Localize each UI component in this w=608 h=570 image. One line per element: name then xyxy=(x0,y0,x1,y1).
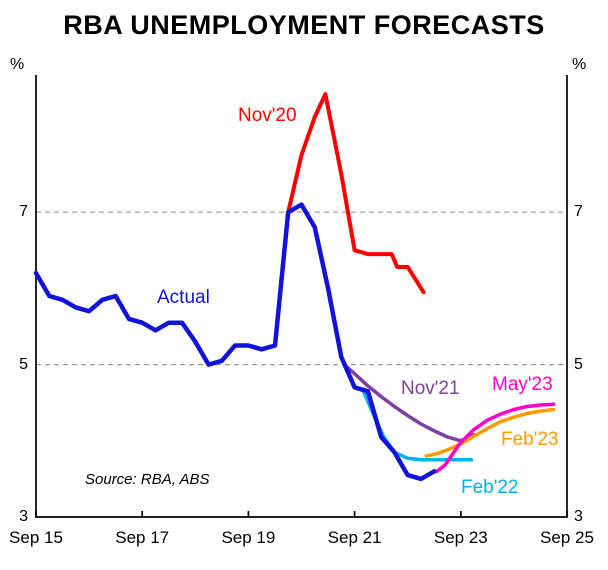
chart-title: RBA UNEMPLOYMENT FORECASTS xyxy=(63,10,545,40)
y-tick-label-left-7: 7 xyxy=(19,203,28,221)
series-label-feb-22: Feb'22 xyxy=(461,477,519,498)
series-line-actual xyxy=(33,202,437,482)
y-tick-label-right-5: 5 xyxy=(574,355,583,373)
series-label-actual: Actual xyxy=(157,287,210,308)
series-line-forecast-nov-21 xyxy=(342,362,476,443)
y-tick-label-right-7: 7 xyxy=(574,203,583,221)
y-tick-label-left-3: 3 xyxy=(19,508,28,525)
series-line-forecast-feb-23 xyxy=(424,407,556,458)
x-tick-label-sep-19: Sep 19 xyxy=(221,528,276,547)
series-label-nov-20: Nov'20 xyxy=(238,105,297,126)
series-label-may-23: May'23 xyxy=(492,374,553,395)
x-tick-label-sep-15: Sep 15 xyxy=(9,528,63,547)
y-axis-unit-left: % xyxy=(10,56,25,73)
source-note: Source: RBA, ABS xyxy=(85,471,210,488)
series-label-nov-21: Nov'21 xyxy=(401,378,460,399)
x-tick-label-sep-23: Sep 23 xyxy=(433,528,488,547)
series-line-forecast-nov-20 xyxy=(286,92,426,295)
x-tick-label-sep-17: Sep 17 xyxy=(115,528,170,547)
x-tick-label-sep-25: Sep 25 xyxy=(540,528,594,547)
series-label-feb-23: Feb'23 xyxy=(501,429,559,450)
y-tick-label-left-5: 5 xyxy=(19,355,28,373)
series-line-forecast-may-23 xyxy=(435,402,556,474)
axis-frame xyxy=(35,75,568,518)
y-tick-label-right-3: 3 xyxy=(574,508,583,525)
y-axis-unit-right: % xyxy=(572,56,587,73)
x-tick-label-sep-21: Sep 21 xyxy=(327,528,382,547)
